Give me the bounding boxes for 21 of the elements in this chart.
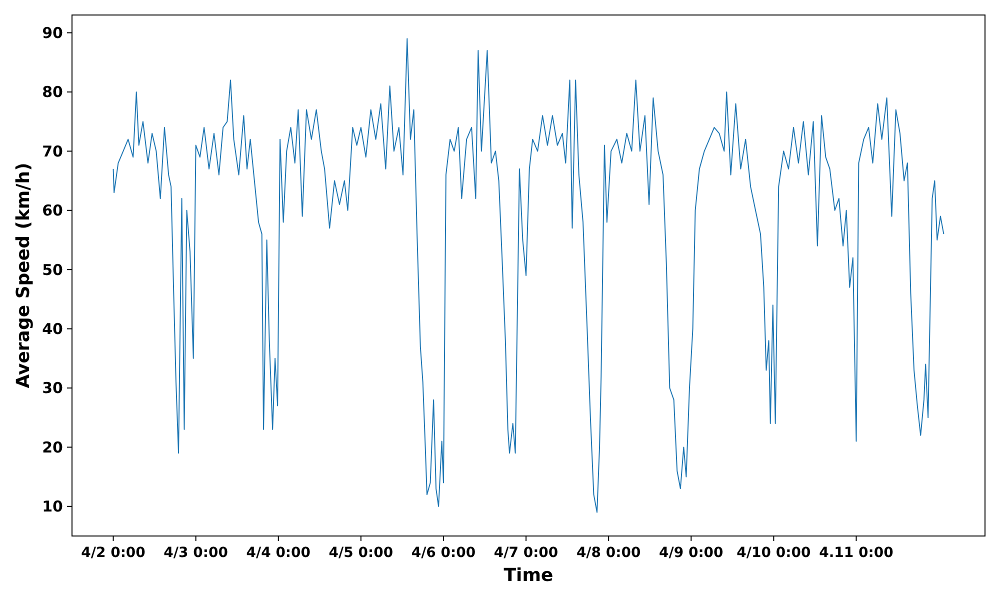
y-tick-label: 90	[42, 24, 63, 42]
x-tick-label: 4/4 0:00	[246, 545, 311, 561]
x-tick-label: 4/10 0:00	[736, 545, 811, 561]
x-tick-label: 4/2 0:00	[81, 545, 146, 561]
x-tick-label: 4/3 0:00	[164, 545, 228, 561]
x-tick-label: 4/7 0:00	[494, 545, 558, 561]
y-tick-label: 40	[42, 320, 63, 338]
y-tick-label: 10	[42, 498, 63, 516]
x-tick-label: 4/9 0:00	[658, 545, 724, 561]
y-tick-label: 20	[42, 438, 63, 456]
y-tick-label: 60	[42, 202, 63, 220]
x-tick-label: 4.11 0:00	[819, 545, 894, 561]
x-tick-label: 4/6 0:00	[411, 545, 476, 561]
x-tick-label: 4/5 0:00	[328, 545, 394, 561]
x-tick-label: 4/8 0:00	[576, 545, 641, 561]
y-axis-title: Average Speed (km/h)	[13, 162, 34, 388]
y-tick-label: 70	[42, 142, 63, 160]
x-axis-title: Time	[504, 565, 554, 586]
y-tick-label: 50	[42, 260, 63, 279]
y-tick-label: 80	[42, 83, 63, 102]
y-tick-label: 30	[42, 379, 63, 398]
